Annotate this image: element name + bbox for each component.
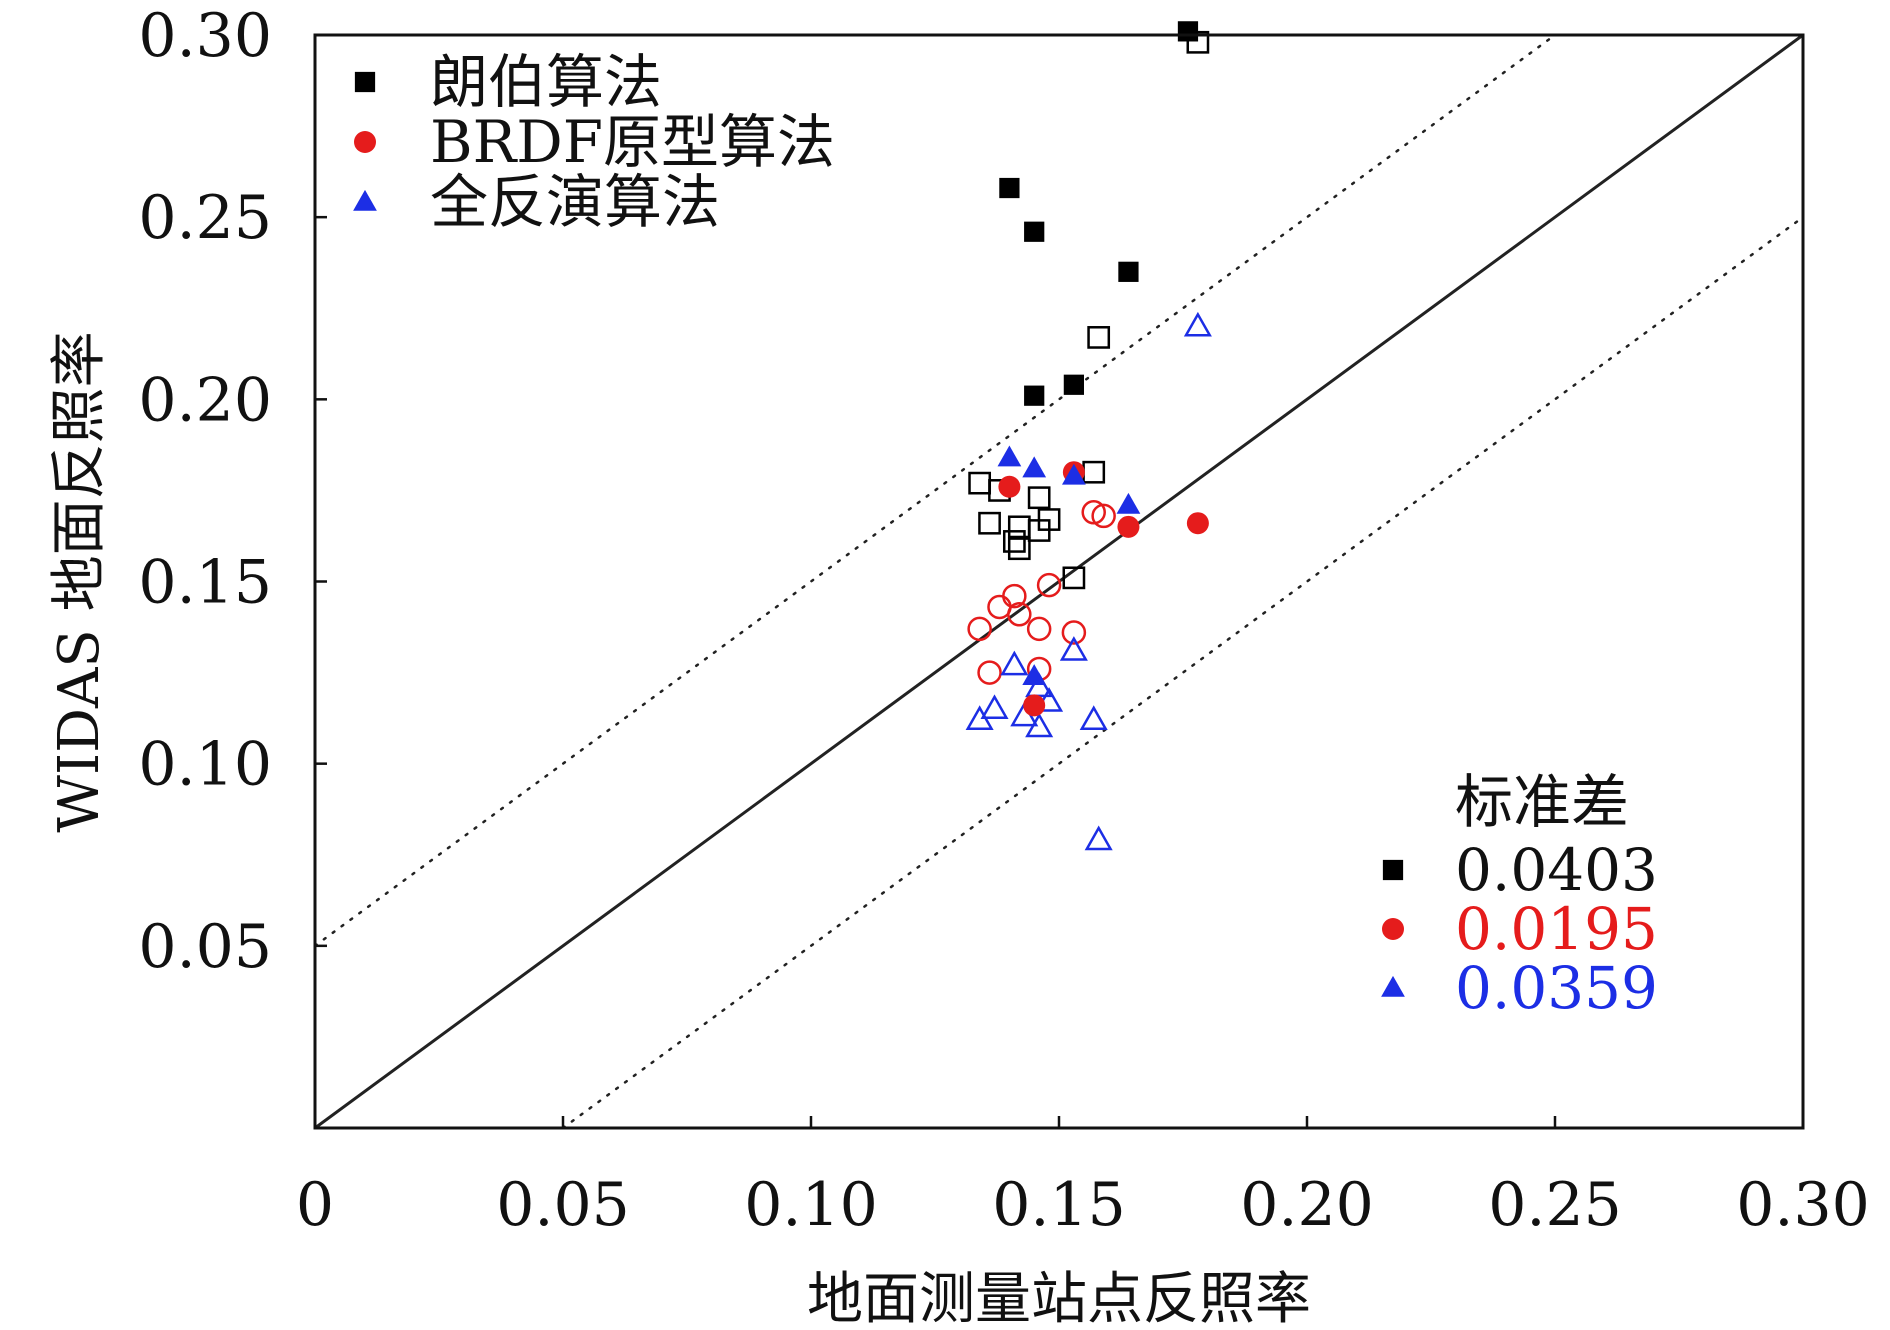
square-hollow-point bbox=[978, 511, 1001, 535]
triangle-filled-point bbox=[1022, 456, 1047, 478]
y-tick-label: 0.30 bbox=[138, 1, 272, 71]
std-dev-marker-square bbox=[1382, 859, 1404, 881]
y-tick-label: 0.10 bbox=[138, 730, 272, 800]
circle-filled-point bbox=[1186, 512, 1209, 535]
reference-line-upper-bound bbox=[313, 33, 1557, 948]
square-filled-point bbox=[999, 177, 1020, 199]
triangle-hollow-point bbox=[1183, 311, 1212, 337]
square-filled-point bbox=[1024, 221, 1045, 242]
axis-ticks: 0 0.05 0.10 0.15 0.20 0.25 0.30 0.05 0.10 0.15 0.2… bbox=[138, 1, 1869, 1240]
square-hollow-point bbox=[1087, 326, 1111, 349]
std-dev-value: 0.0359 bbox=[1455, 954, 1658, 1022]
circle-hollow-point bbox=[1081, 500, 1106, 525]
legend-label: BRDF原型算法 bbox=[430, 108, 835, 176]
square-filled-point bbox=[1063, 374, 1084, 395]
legend-label: 全反演算法 bbox=[430, 168, 720, 236]
triangle-filled-point bbox=[997, 445, 1022, 467]
x-tick-label: 0.25 bbox=[1488, 1170, 1622, 1240]
std-dev-marker-triangle bbox=[1381, 975, 1405, 997]
x-tick-label: 0.10 bbox=[744, 1170, 878, 1240]
x-tick-label: 0.20 bbox=[1240, 1170, 1374, 1240]
circle-filled-point bbox=[998, 475, 1021, 498]
triangle-hollow-point bbox=[1000, 650, 1029, 676]
y-tick-label: 0.05 bbox=[138, 912, 272, 982]
std-dev-title: 标准差 bbox=[1455, 768, 1629, 836]
circle-hollow-point bbox=[977, 660, 1002, 685]
square-hollow-point bbox=[1002, 530, 1026, 553]
y-axis-title: WIDAS 地面反照率 bbox=[47, 331, 112, 832]
circle-hollow-point bbox=[1091, 503, 1116, 529]
x-axis-title: 地面测量站点反照率 bbox=[807, 1267, 1311, 1330]
square-hollow-point bbox=[1027, 486, 1051, 510]
circle-hollow-point bbox=[1061, 620, 1087, 645]
square-hollow-point bbox=[1062, 566, 1086, 590]
circle-filled-point bbox=[1117, 515, 1140, 538]
triangle-filled-point bbox=[1062, 463, 1086, 485]
reference-line-lower-bound bbox=[561, 215, 1805, 1130]
square-hollow-point bbox=[1007, 537, 1031, 561]
triangle-hollow-point bbox=[1025, 712, 1054, 738]
circle-hollow-point bbox=[1026, 616, 1052, 642]
triangle-hollow-point bbox=[1084, 825, 1113, 851]
circle-hollow-point bbox=[1036, 572, 1062, 598]
x-tick-label: 0.05 bbox=[496, 1170, 630, 1240]
circle-filled-point bbox=[1023, 694, 1046, 717]
square-hollow-point bbox=[1082, 460, 1106, 484]
square-filled-point bbox=[1024, 385, 1045, 406]
y-tick-label: 0.25 bbox=[138, 183, 272, 253]
triangle-hollow-point bbox=[980, 694, 1009, 720]
std-dev-marker-circle bbox=[1382, 918, 1404, 940]
legend-marker-circle bbox=[354, 131, 376, 153]
triangle-hollow-point bbox=[965, 705, 994, 730]
triangle-filled-point bbox=[1022, 664, 1047, 686]
std-dev-value: 0.0195 bbox=[1455, 895, 1658, 963]
y-tick-label: 0.20 bbox=[138, 365, 272, 435]
y-tick-label: 0.15 bbox=[138, 548, 272, 618]
legend-marker-square bbox=[354, 71, 376, 93]
data-points bbox=[965, 21, 1212, 851]
circle-hollow-point bbox=[967, 616, 992, 642]
square-hollow-point bbox=[1027, 519, 1051, 542]
circle-hollow-point bbox=[1007, 602, 1032, 627]
triangle-hollow-point bbox=[1079, 705, 1108, 730]
legend-marker-triangle bbox=[353, 189, 377, 211]
x-tick-label: 0.30 bbox=[1736, 1170, 1870, 1240]
x-tick-label: 0.15 bbox=[992, 1170, 1126, 1240]
triangle-hollow-point bbox=[1059, 636, 1088, 661]
x-tick-label: 0 bbox=[296, 1170, 334, 1240]
std-dev-value: 0.0403 bbox=[1455, 836, 1658, 904]
legend-label: 朗伯算法 bbox=[430, 48, 662, 116]
square-hollow-point bbox=[968, 471, 992, 495]
square-filled-point bbox=[1177, 21, 1199, 42]
square-filled-point bbox=[1118, 261, 1139, 282]
triangle-filled-point bbox=[1116, 492, 1141, 514]
